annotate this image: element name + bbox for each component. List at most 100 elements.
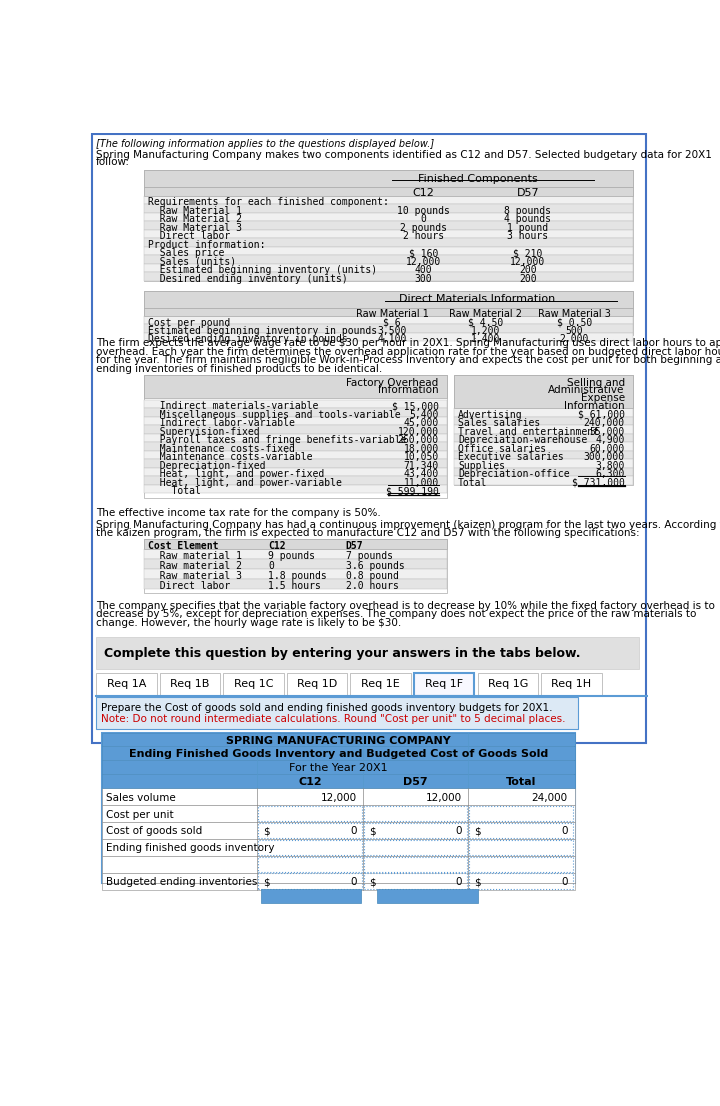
Bar — [258, 839, 362, 855]
Text: 300: 300 — [415, 273, 432, 283]
Text: 0: 0 — [350, 826, 356, 836]
Text: 11,000: 11,000 — [403, 478, 438, 488]
Bar — [102, 732, 575, 747]
Text: Raw Material 3: Raw Material 3 — [538, 309, 611, 319]
Text: D57: D57 — [403, 778, 428, 787]
Bar — [258, 856, 362, 872]
Bar — [144, 247, 632, 255]
Text: 200: 200 — [519, 265, 536, 275]
Text: 18,000: 18,000 — [403, 444, 438, 453]
Text: Information: Information — [564, 400, 625, 410]
Bar — [144, 169, 632, 281]
Text: Req 1F: Req 1F — [425, 679, 463, 689]
Bar — [144, 459, 446, 468]
Text: Factory Overhead: Factory Overhead — [346, 377, 438, 387]
Text: $ 731,000: $ 731,000 — [572, 478, 625, 488]
Text: 1 pound: 1 pound — [508, 222, 549, 232]
Text: 260,000: 260,000 — [397, 436, 438, 446]
Text: Ending Finished Goods Inventory and Budgeted Cost of Goods Sold: Ending Finished Goods Inventory and Budg… — [129, 750, 549, 760]
Bar — [144, 468, 446, 477]
Bar — [144, 272, 632, 281]
Text: Product information:: Product information: — [148, 240, 266, 250]
Text: $: $ — [474, 877, 481, 887]
Text: $ 61,000: $ 61,000 — [577, 410, 625, 420]
Bar — [454, 451, 632, 459]
Text: Cost per pound: Cost per pound — [148, 317, 230, 327]
Bar — [258, 805, 362, 821]
Text: Supervision-fixed: Supervision-fixed — [148, 427, 260, 437]
Text: Raw Material 2: Raw Material 2 — [148, 215, 242, 225]
Bar — [454, 417, 632, 426]
Text: 0: 0 — [561, 826, 567, 836]
Bar — [102, 787, 575, 805]
Bar — [454, 375, 632, 408]
Text: Heat, light, and power-variable: Heat, light, and power-variable — [148, 478, 342, 488]
Text: Sales salaries: Sales salaries — [458, 418, 541, 428]
Text: Budgeted ending inventories: Budgeted ending inventories — [107, 877, 258, 887]
Text: 8 pounds: 8 pounds — [505, 206, 552, 216]
Text: Direct labor: Direct labor — [148, 581, 230, 591]
Bar — [96, 674, 157, 697]
Text: Req 1B: Req 1B — [171, 679, 210, 689]
Bar — [377, 889, 477, 902]
Text: 9 pounds: 9 pounds — [269, 551, 315, 561]
Text: ending inventories of finished products to be identical.: ending inventories of finished products … — [96, 364, 382, 374]
Text: Finished Components: Finished Components — [418, 174, 537, 184]
Bar — [96, 697, 578, 730]
Text: 4,900: 4,900 — [595, 436, 625, 446]
Text: 0: 0 — [420, 215, 426, 225]
Text: 12,000: 12,000 — [426, 793, 462, 803]
Bar — [414, 674, 474, 697]
Text: 12,000: 12,000 — [405, 257, 441, 267]
Text: $: $ — [369, 826, 376, 836]
Text: $: $ — [264, 826, 270, 836]
Text: $ 0.50: $ 0.50 — [557, 317, 592, 327]
Text: 0: 0 — [456, 877, 462, 887]
Bar — [364, 839, 467, 855]
Bar — [144, 434, 446, 442]
Bar — [144, 333, 632, 342]
Bar — [469, 823, 573, 838]
Bar — [102, 732, 575, 883]
Text: Direct labor: Direct labor — [148, 231, 230, 241]
Bar — [144, 307, 632, 316]
Bar — [454, 426, 632, 434]
Text: Raw material 3: Raw material 3 — [148, 571, 242, 581]
Text: 24,000: 24,000 — [531, 793, 567, 803]
Text: SPRING MANUFACTURING COMPANY: SPRING MANUFACTURING COMPANY — [226, 735, 451, 745]
Text: 2 pounds: 2 pounds — [400, 222, 446, 232]
Bar — [144, 375, 446, 398]
Text: 3 hours: 3 hours — [508, 231, 549, 241]
Bar — [287, 674, 347, 697]
Bar — [454, 442, 632, 451]
Bar — [144, 426, 446, 434]
Bar — [144, 316, 632, 324]
Text: Requirements for each finished component:: Requirements for each finished component… — [148, 197, 389, 208]
Bar — [144, 169, 632, 187]
Text: Req 1G: Req 1G — [487, 679, 528, 689]
Text: Cost Element: Cost Element — [148, 541, 219, 551]
Text: Advertising: Advertising — [458, 410, 523, 420]
Bar — [351, 674, 411, 697]
Bar — [454, 468, 632, 477]
Text: The company specifies that the variable factory overhead is to decrease by 10% w: The company specifies that the variable … — [96, 601, 715, 611]
Bar — [144, 196, 632, 205]
Text: Maintenance costs-variable: Maintenance costs-variable — [148, 452, 312, 462]
Text: $: $ — [369, 877, 376, 887]
Bar — [469, 856, 573, 872]
Text: Req 1D: Req 1D — [297, 679, 337, 689]
Text: Indirect labor-variable: Indirect labor-variable — [148, 418, 295, 428]
Text: $ 599,190: $ 599,190 — [386, 487, 438, 497]
Text: 0: 0 — [456, 826, 462, 836]
Text: The firm expects the average wage rate to be $30 per hour in 20X1. Spring Manufa: The firm expects the average wage rate t… — [96, 338, 720, 348]
Text: 2,000: 2,000 — [559, 334, 589, 344]
Text: overhead. Each year the firm determines the overhead application rate for the ye: overhead. Each year the firm determines … — [96, 347, 720, 357]
Text: D57: D57 — [516, 188, 539, 198]
Text: Note: Do not round intermediate calculations. Round "Cost per unit" to 5 decimal: Note: Do not round intermediate calculat… — [101, 714, 565, 724]
Bar — [258, 874, 362, 889]
Bar — [144, 549, 446, 559]
Text: 240,000: 240,000 — [584, 418, 625, 428]
Text: 120,000: 120,000 — [397, 427, 438, 437]
Text: $ 160: $ 160 — [408, 248, 438, 258]
Text: 12,000: 12,000 — [510, 257, 546, 267]
